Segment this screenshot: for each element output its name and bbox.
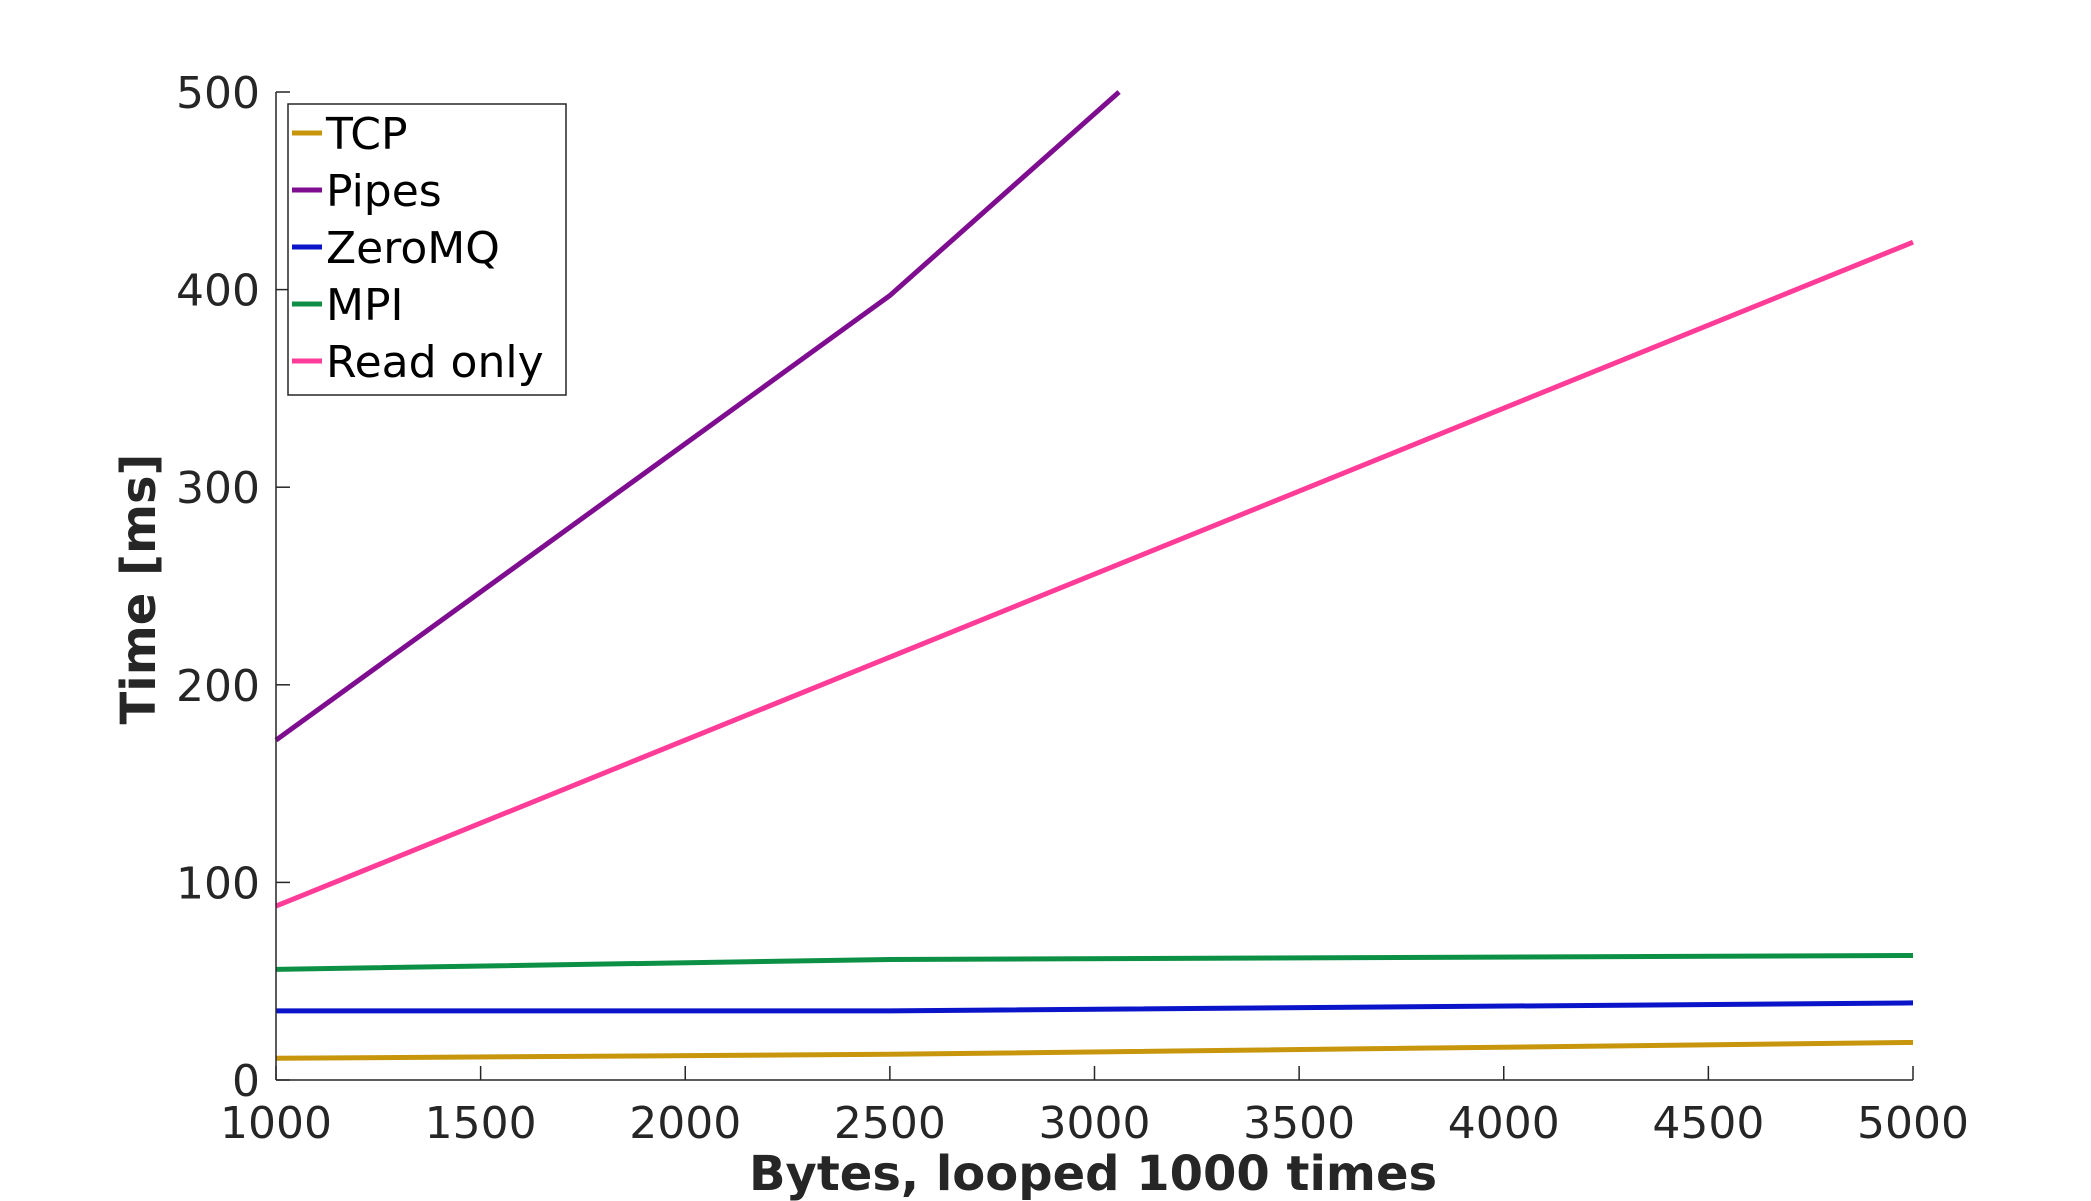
y-tick-label: 100 <box>176 858 260 909</box>
series-line-pipes <box>274 90 1121 743</box>
x-tick-label: 3500 <box>1243 1098 1355 1149</box>
legend-label-read-only: Read only <box>326 337 544 388</box>
y-tick-label: 200 <box>176 661 260 712</box>
x-axis-title: Bytes, looped 1000 times <box>749 1146 1437 1201</box>
x-tick-label: 5000 <box>1857 1098 1969 1149</box>
legend: TCP Pipes ZeroMQ MPI Read only <box>287 103 567 396</box>
legend-box <box>287 103 567 396</box>
series-line-mpi <box>275 953 1914 972</box>
y-tick-label: 300 <box>176 463 260 514</box>
legend-label-tcp: TCP <box>325 109 408 160</box>
y-tick-label: 0 <box>232 1056 260 1107</box>
x-tick-label: 4000 <box>1448 1098 1560 1149</box>
y-axis-title: Time [ms] <box>111 454 167 725</box>
series-line-zeromq <box>276 1000 1914 1014</box>
ticks-layer: 1000 1500 2000 2500 3000 3500 4000 4500 5000 0 100… <box>176 68 1969 1149</box>
x-tick-label: 2500 <box>834 1098 946 1149</box>
series-layer <box>274 90 1914 1061</box>
x-tick-label: 1500 <box>425 1098 537 1149</box>
x-tick-label: 4500 <box>1652 1098 1764 1149</box>
legend-label-zeromq: ZeroMQ <box>326 223 500 274</box>
x-tick-label: 2000 <box>629 1098 741 1149</box>
y-tick-label: 400 <box>176 266 260 317</box>
series-line-tcp <box>275 1039 1914 1061</box>
legend-label-pipes: Pipes <box>326 166 442 217</box>
legend-label-mpi: MPI <box>326 280 403 331</box>
x-tick-label: 1000 <box>220 1098 332 1149</box>
series-line-read-only <box>275 239 1914 909</box>
y-tick-label: 500 <box>176 68 260 119</box>
x-tick-label: 3000 <box>1039 1098 1151 1149</box>
